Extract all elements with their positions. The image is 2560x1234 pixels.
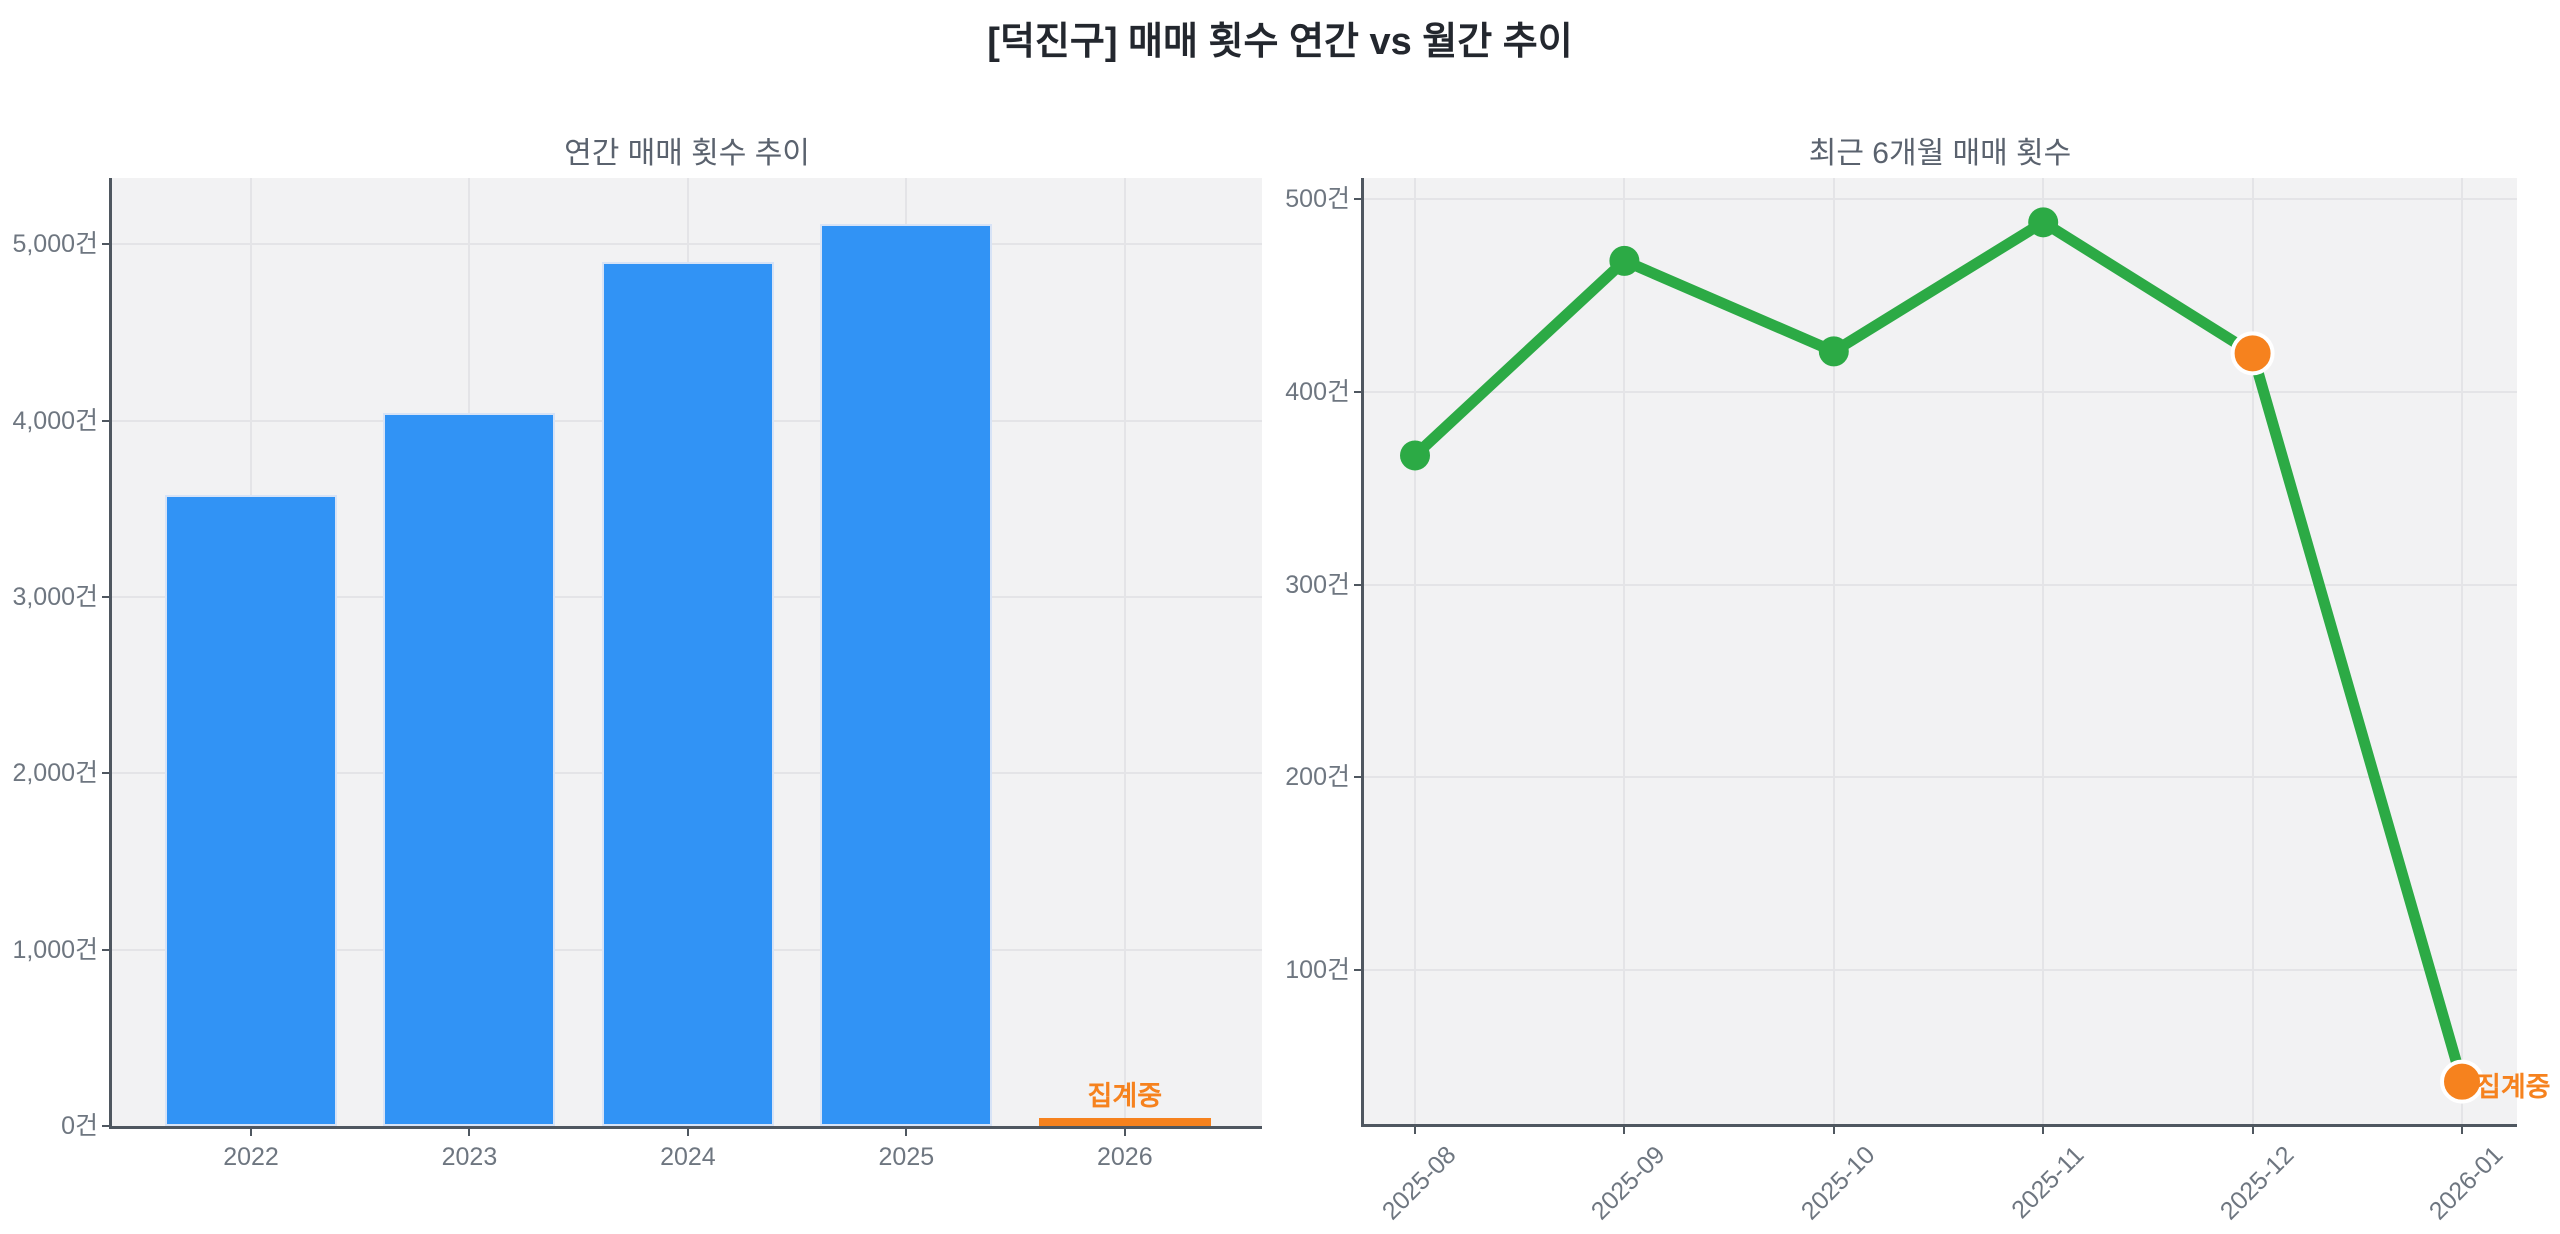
y-tick-label: 500건: [1285, 185, 1350, 214]
x-tick-mark: [686, 1126, 689, 1136]
x-tick-mark: [2042, 1124, 2045, 1134]
h-gridline: [1364, 198, 2517, 201]
y-tick-label: 3,000건: [12, 582, 98, 611]
x-tick-label: 2024: [660, 1143, 716, 1171]
data-point-2025-10: [1818, 336, 1849, 367]
plot-area: [1364, 178, 2517, 1124]
x-tick-mark: [468, 1126, 471, 1136]
bar-2022: [165, 494, 337, 1126]
bar-2026: [1038, 1118, 1211, 1126]
v-gridline: [2461, 178, 2463, 1124]
data-point-2026-01: [2440, 1059, 2484, 1104]
chart-title: 최근 6개월 매매 횟수: [1808, 137, 2072, 170]
x-tick-mark: [905, 1126, 908, 1136]
x-tick-mark: [1623, 1124, 1626, 1134]
chart-title: 연간 매매 횟수 추이: [564, 137, 810, 170]
y-tick-mark: [102, 772, 112, 775]
h-gridline: [1364, 968, 2517, 971]
x-tick-mark: [2461, 1124, 2463, 1134]
h-gridline: [1364, 583, 2517, 586]
y-tick-label: 1,000건: [12, 935, 98, 964]
y-tick-label: 300건: [1285, 570, 1350, 599]
h-gridline: [1364, 776, 2517, 779]
y-tick-mark: [102, 595, 112, 598]
v-gridline: [1123, 178, 1126, 1126]
v-gridline: [2042, 178, 2045, 1124]
trend-line: [1409, 216, 2468, 1088]
h-gridline: [1364, 390, 2517, 393]
data-point-2025-09: [1609, 245, 1640, 276]
x-tick-label: 2022: [223, 1143, 279, 1171]
x-axis-spine: [1361, 1124, 2517, 1127]
y-tick-label: 2,000건: [12, 759, 98, 788]
bar-2025: [820, 224, 993, 1126]
y-tick-label: 4,000건: [12, 406, 98, 435]
y-tick-label: 0건: [61, 1112, 98, 1140]
aggregating-label: 집계중: [2476, 1071, 2551, 1102]
bar-2024: [601, 261, 774, 1126]
y-axis-spine: [1361, 178, 1364, 1127]
v-gridline: [1414, 178, 1416, 1124]
aggregating-label: 집계중: [1087, 1081, 1163, 1112]
y-tick-mark: [102, 243, 112, 246]
v-gridline: [1832, 178, 1835, 1124]
x-tick-label: 2026: [1096, 1143, 1153, 1171]
y-tick-label: 200건: [1285, 763, 1350, 792]
data-point-2025-11: [2028, 207, 2059, 238]
y-tick-mark: [102, 1125, 112, 1127]
y-tick-label: 400건: [1285, 377, 1350, 406]
v-gridline: [2251, 178, 2254, 1124]
bar-2023: [383, 412, 556, 1126]
y-tick-label: 5,000건: [12, 230, 98, 259]
data-point-2025-12: [2230, 331, 2275, 376]
x-tick-mark: [250, 1126, 252, 1136]
x-tick-mark: [1414, 1124, 1416, 1134]
y-tick-mark: [1354, 776, 1364, 779]
y-tick-label: 100건: [1285, 955, 1350, 984]
y-tick-mark: [1354, 198, 1364, 201]
x-tick-label: 2025: [878, 1143, 935, 1171]
y-tick-mark: [102, 948, 112, 951]
x-axis-spine: [109, 1126, 1262, 1129]
v-gridline: [1623, 178, 1626, 1124]
y-axis-spine: [109, 178, 112, 1129]
y-tick-mark: [1354, 968, 1364, 971]
y-tick-mark: [1354, 583, 1364, 586]
y-tick-mark: [1354, 390, 1364, 393]
x-tick-mark: [2251, 1124, 2254, 1134]
figure-title: [덕진구] 매매 횟수 연간 vs 월간 추이: [987, 21, 1573, 63]
x-tick-label: 2023: [441, 1143, 498, 1171]
x-tick-mark: [1123, 1126, 1126, 1136]
x-tick-mark: [1832, 1124, 1835, 1134]
data-point-2025-08: [1400, 440, 1430, 471]
y-tick-mark: [102, 419, 112, 422]
